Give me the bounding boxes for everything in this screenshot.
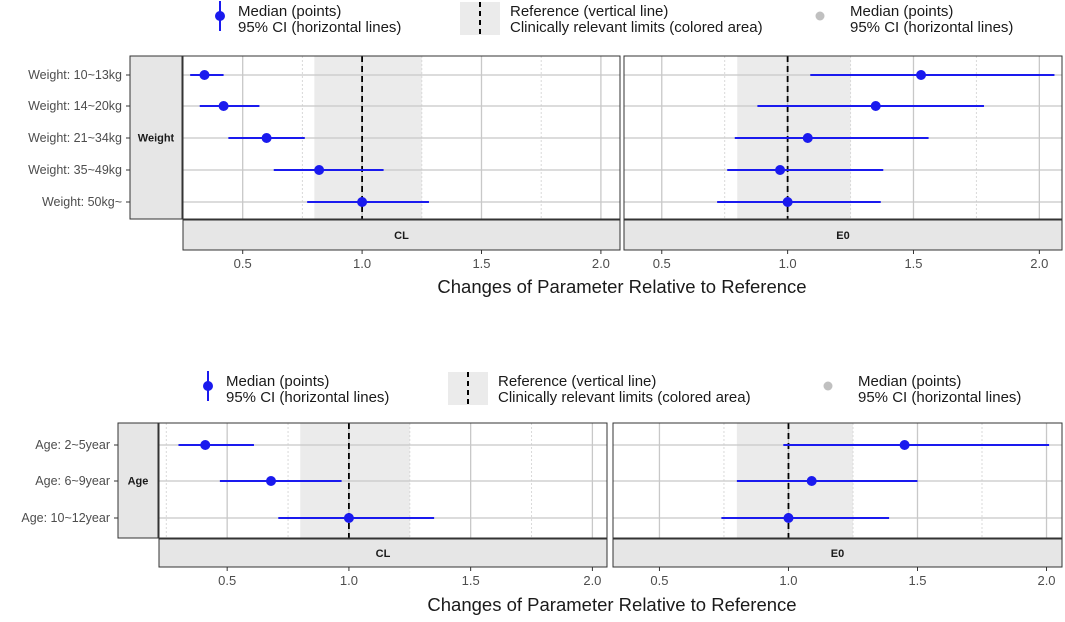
median-point <box>870 101 881 111</box>
x-tick-label: 1.5 <box>908 573 926 588</box>
x-tick-label: 1.5 <box>462 573 480 588</box>
y-tick-label: Weight: 10~13kg <box>28 68 122 82</box>
legend-median-label: Median (points) <box>238 3 341 20</box>
x-tick-label: 0.5 <box>218 573 236 588</box>
legend-limits-label: Clinically relevant limits (colored area… <box>510 19 763 36</box>
median-point <box>806 476 817 486</box>
median-point <box>266 476 276 486</box>
row-strip-label: Weight <box>138 133 175 145</box>
panel-strip <box>182 219 621 251</box>
x-tick-label: 0.5 <box>234 256 252 271</box>
median-point <box>782 197 793 207</box>
y-tick-label: Weight: 35~49kg <box>28 163 122 177</box>
median-point <box>916 70 927 80</box>
x-tick-label: 1.5 <box>472 256 490 271</box>
chart-group-weight: Median (points)95% CI (horizontal lines)… <box>28 1 1063 297</box>
median-point <box>343 513 354 523</box>
median-point <box>218 101 229 111</box>
x-tick-label: 2.0 <box>592 256 610 271</box>
row-strip-label: Age <box>128 476 149 488</box>
legend-grey-point-key <box>823 381 833 391</box>
median-point <box>775 165 786 175</box>
y-tick-label: Weight: 21~34kg <box>28 131 122 145</box>
row-strip <box>117 422 159 539</box>
legend-grey-median-label: Median (points) <box>858 373 961 390</box>
x-tick-label: 2.0 <box>583 573 601 588</box>
panel-e0: E0 0.5 1.0 1.5 2.0 <box>612 422 1063 588</box>
panel-strip <box>158 538 608 568</box>
panel-strip-label: CL <box>394 230 409 242</box>
legend-median-label: Median (points) <box>226 373 329 390</box>
row-strip <box>129 55 183 220</box>
legend-grey-point-key <box>815 11 825 21</box>
x-tick-label: 2.0 <box>1037 573 1055 588</box>
x-axis-title: Changes of Parameter Relative to Referen… <box>427 594 796 615</box>
x-tick-label: 0.5 <box>653 256 671 271</box>
panel-e0: E0 0.5 1.0 1.5 2.0 <box>623 55 1063 271</box>
legend: Median (points)95% CI (horizontal lines)… <box>203 371 1021 406</box>
legend-limits-label: Clinically relevant limits (colored area… <box>498 389 751 406</box>
panel-strip <box>623 219 1063 251</box>
chart-group-age: Median (points)95% CI (horizontal lines)… <box>21 371 1063 615</box>
panel-border <box>158 422 608 539</box>
panel-strip-label: E0 <box>831 548 844 560</box>
legend-grey-ci-label: 95% CI (horizontal lines) <box>858 389 1021 406</box>
median-point <box>261 133 272 143</box>
legend-ci-label: 95% CI (horizontal lines) <box>226 389 389 406</box>
legend-grey-ci-label: 95% CI (horizontal lines) <box>850 19 1013 36</box>
median-point <box>314 165 325 175</box>
panel-strip <box>612 538 1063 568</box>
panel-border <box>182 55 621 220</box>
panel-strip-label: CL <box>376 548 391 560</box>
legend-median-key <box>215 11 225 21</box>
panel-border <box>612 422 1063 539</box>
x-tick-label: 1.0 <box>340 573 358 588</box>
y-tick-label: Age: 10~12year <box>21 511 110 525</box>
y-tick-label: Age: 6~9year <box>35 474 110 488</box>
legend: Median (points)95% CI (horizontal lines)… <box>215 1 1013 36</box>
legend-median-key <box>203 381 213 391</box>
x-tick-label: 1.0 <box>779 573 797 588</box>
median-point <box>899 440 910 450</box>
y-tick-label: Weight: 14~20kg <box>28 99 122 113</box>
x-axis-title: Changes of Parameter Relative to Referen… <box>437 276 806 297</box>
panel-cl: CL 0.5 1.0 1.5 2.0 <box>158 422 608 588</box>
median-point <box>199 70 210 80</box>
x-tick-label: 0.5 <box>650 573 668 588</box>
panel-border <box>623 55 1063 220</box>
median-point <box>357 197 368 207</box>
median-point <box>200 440 211 450</box>
panel-cl: CL 0.5 1.0 1.5 2.0 <box>182 55 621 271</box>
median-point <box>783 513 794 523</box>
legend-reference-label: Reference (vertical line) <box>510 3 668 20</box>
x-tick-label: 1.0 <box>779 256 797 271</box>
y-tick-label: Weight: 50kg~ <box>42 195 122 209</box>
x-tick-label: 1.0 <box>353 256 371 271</box>
y-tick-label: Age: 2~5year <box>35 438 110 452</box>
panel-strip-label: E0 <box>836 230 849 242</box>
legend-ci-label: 95% CI (horizontal lines) <box>238 19 401 36</box>
median-point <box>802 133 813 143</box>
x-tick-label: 2.0 <box>1030 256 1048 271</box>
x-tick-label: 1.5 <box>904 256 922 271</box>
legend-reference-label: Reference (vertical line) <box>498 373 656 390</box>
legend-grey-median-label: Median (points) <box>850 3 953 20</box>
